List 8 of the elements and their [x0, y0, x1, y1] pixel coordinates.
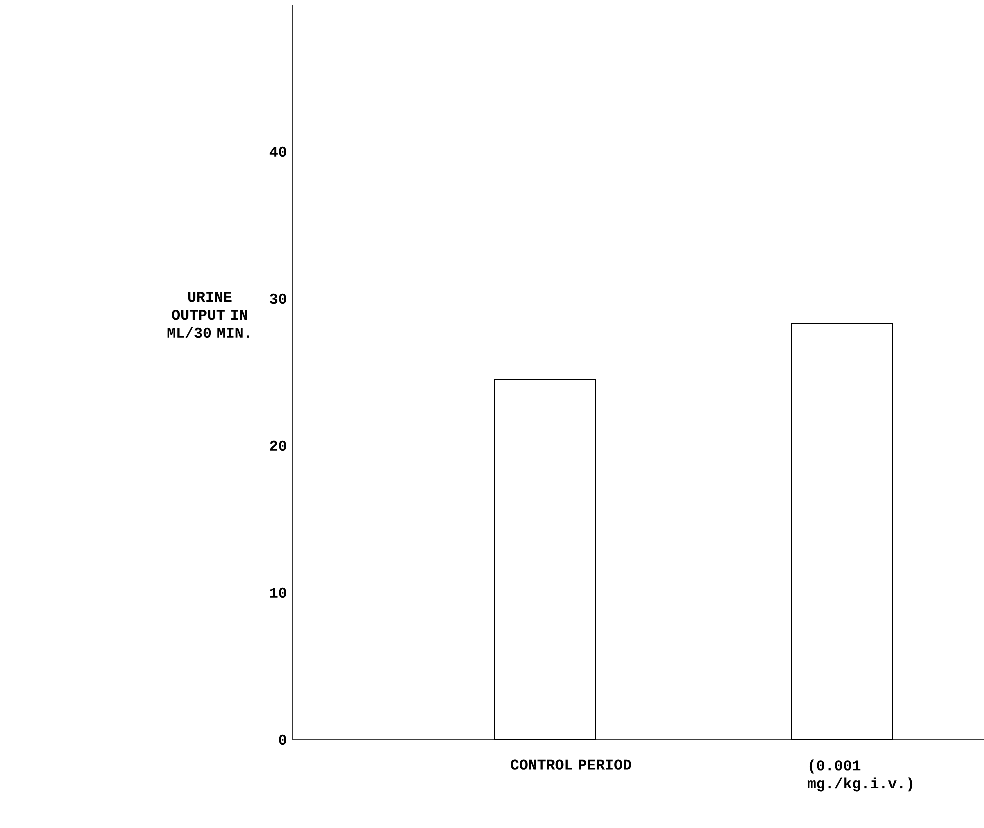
x-tick-label: (0.001 mg./kg.i.v.) [808, 760, 913, 792]
y-tick-label: 10 [270, 588, 286, 598]
y-tick-label: 0 [279, 734, 286, 746]
y-axis-title: URINE OUTPUT IN ML/30 MIN. [168, 292, 250, 338]
y-tick-label: 30 [270, 294, 286, 304]
y-tick-label: 40 [270, 146, 286, 158]
x-tick-label: CONTROL PERIOD [511, 760, 632, 770]
y-tick-label: 20 [270, 440, 286, 452]
